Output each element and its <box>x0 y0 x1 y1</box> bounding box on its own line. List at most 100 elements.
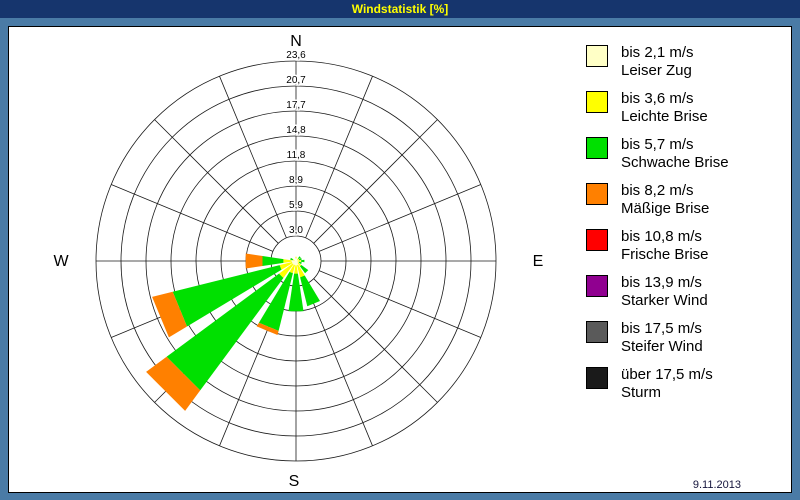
legend-color-swatch <box>586 367 608 389</box>
legend-item-text: bis 2,1 m/s Leiser Zug <box>621 44 694 80</box>
legend-item-text: bis 3,6 m/s Leichte Brise <box>621 90 708 126</box>
polar-grid <box>95 60 497 462</box>
rose-petal-ESE <box>297 261 300 263</box>
rose-petal-ENE <box>298 257 302 261</box>
rose-petal-S <box>288 273 304 312</box>
legend-speed-label: über 17,5 m/s <box>621 366 713 383</box>
legend-beaufort-name: Leichte Brise <box>621 108 708 125</box>
legend-item: bis 3,6 m/s Leichte Brise <box>586 90 729 126</box>
ring-tick-label: 14,8 <box>286 125 306 136</box>
rose-petal-W <box>262 256 284 266</box>
legend-beaufort-name: Frische Brise <box>621 246 709 263</box>
rose-petal-E <box>296 260 299 262</box>
ring-tick-label: 5,9 <box>289 200 303 211</box>
legend-item-text: bis 8,2 m/s Mäßige Brise <box>621 182 709 218</box>
legend-speed-label: bis 10,8 m/s <box>621 228 702 245</box>
rose-petal-WSW <box>279 262 293 270</box>
legend-item: bis 8,2 m/s Mäßige Brise <box>586 182 729 218</box>
ring-tick-label: 8,9 <box>289 175 303 186</box>
rose-petal-WNW <box>290 257 294 261</box>
rose-petal-SE <box>300 265 309 274</box>
legend-beaufort-name: Mäßige Brise <box>621 200 710 217</box>
rose-petal-SSW <box>293 261 296 266</box>
rose-petal-ENE <box>296 260 298 261</box>
legend-beaufort-name: Sturm <box>621 384 662 401</box>
rose-petal-W <box>291 260 296 262</box>
legend-color-swatch <box>586 91 608 113</box>
ring-tick-label: 17,7 <box>286 100 306 111</box>
rose-petal-SSE <box>300 275 320 307</box>
rose-petal-WNW <box>294 260 296 261</box>
rose-petal-SE <box>297 262 302 267</box>
rose-petal-W <box>283 259 292 263</box>
legend-color-swatch <box>586 229 608 251</box>
ring-tick-label: 11,8 <box>287 150 306 161</box>
legend: bis 2,1 m/s Leiser Zug bis 3,6 m/s Leichte … <box>586 44 729 402</box>
rose-petal-ESE <box>296 261 298 262</box>
windrose-petals <box>146 253 320 411</box>
rose-petal-SSW <box>258 271 293 331</box>
rose-petal-S <box>295 261 297 266</box>
rose-petal-WSW <box>152 291 187 338</box>
compass-north-label: N <box>290 33 302 50</box>
rose-petal-NE <box>298 256 301 259</box>
legend-speed-label: bis 13,9 m/s <box>621 274 702 291</box>
rose-petal-E <box>298 260 301 262</box>
legend-color-swatch <box>586 275 608 297</box>
chart-panel: 3,0 5,9 8,9 11,8 14,8 17,7 20,7 23,6 N S W E bi… <box>8 26 792 493</box>
legend-beaufort-name: Starker Wind <box>621 292 708 309</box>
rose-petal-SW <box>166 273 284 391</box>
rose-petal-SW <box>146 356 201 411</box>
rose-petal-S <box>294 265 298 274</box>
rose-petal-WSW <box>172 265 282 327</box>
rose-petal-ESE <box>298 261 302 265</box>
legend-speed-label: bis 2,1 m/s <box>621 44 694 61</box>
rose-petal-N <box>295 258 297 261</box>
legend-speed-label: bis 3,6 m/s <box>621 90 694 107</box>
legend-speed-label: bis 5,7 m/s <box>621 136 694 153</box>
compass-west-label: W <box>53 253 69 270</box>
rose-petal-E <box>301 259 305 263</box>
legend-item: bis 10,8 m/s Frische Brise <box>586 228 729 264</box>
rose-petal-SSE <box>297 264 305 278</box>
legend-item: bis 2,1 m/s Leiser Zug <box>586 44 729 80</box>
rose-petal-NE <box>297 258 299 260</box>
rose-petal-ENE <box>297 259 300 261</box>
legend-beaufort-name: Leiser Zug <box>621 62 692 79</box>
windrose-chart: 3,0 5,9 8,9 11,8 14,8 17,7 20,7 23,6 <box>95 49 497 462</box>
ring-tick-label: 3,0 <box>289 225 303 236</box>
rose-petal-SW <box>279 263 294 278</box>
rose-petal-NW <box>295 260 296 261</box>
rose-petal-SSE <box>296 261 299 266</box>
ring-tick-label: 20,7 <box>286 75 306 86</box>
legend-beaufort-name: Steifer Wind <box>621 338 703 355</box>
window-titlebar[interactable]: Windstatistik [%] <box>0 0 800 18</box>
rose-petal-WNW <box>292 259 295 261</box>
rose-petal-SSW <box>256 322 279 335</box>
legend-item-text: bis 17,5 m/s Steifer Wind <box>621 320 703 356</box>
rose-petal-SW <box>292 261 296 265</box>
compass-east-label: E <box>532 253 544 270</box>
ring-tick-labels: 3,0 5,9 8,9 11,8 14,8 17,7 20,7 23,6 <box>285 49 308 238</box>
legend-beaufort-name: Schwache Brise <box>621 154 729 171</box>
legend-item: über 17,5 m/s Sturm <box>586 366 729 402</box>
ring-tick-label: 23,6 <box>286 50 306 61</box>
legend-color-swatch <box>586 183 608 205</box>
legend-speed-label: bis 8,2 m/s <box>621 182 694 199</box>
rose-petal-N <box>295 256 297 259</box>
compass-south-label: S <box>288 473 300 490</box>
rose-petal-SSW <box>289 264 295 274</box>
rose-petal-W <box>245 253 263 269</box>
legend-color-swatch <box>586 45 608 67</box>
date-label: 9.11.2013 <box>692 479 741 491</box>
legend-item-text: bis 10,8 m/s Frische Brise <box>621 228 709 264</box>
legend-item-text: über 17,5 m/s Sturm <box>621 366 713 402</box>
legend-item: bis 5,7 m/s Schwache Brise <box>586 136 729 172</box>
legend-speed-label: bis 17,5 m/s <box>621 320 702 337</box>
legend-color-swatch <box>586 137 608 159</box>
rose-petal-NE <box>296 259 298 261</box>
legend-item-text: bis 13,9 m/s Starker Wind <box>621 274 708 310</box>
legend-item: bis 13,9 m/s Starker Wind <box>586 274 729 310</box>
legend-item-text: bis 5,7 m/s Schwache Brise <box>621 136 729 172</box>
legend-item: bis 17,5 m/s Steifer Wind <box>586 320 729 356</box>
